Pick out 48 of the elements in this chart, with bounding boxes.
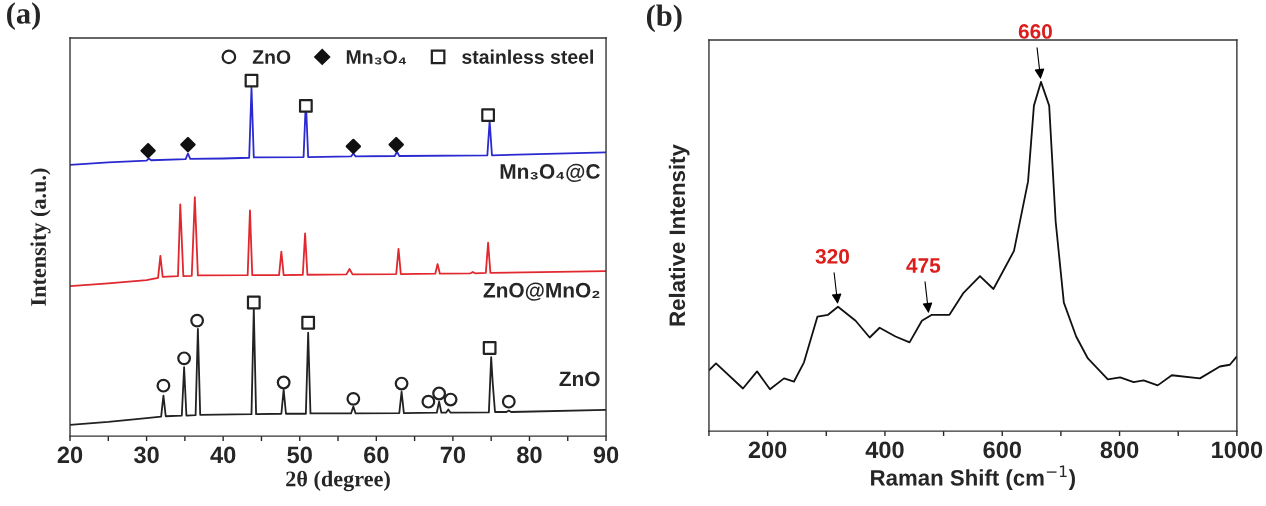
x-tick-label: 70 (440, 446, 466, 464)
x-tick-label: 80 (517, 446, 542, 464)
point (180, 136, 196, 153)
point (481, 108, 496, 123)
x-tick-label: 40 (210, 446, 236, 464)
point (301, 315, 316, 330)
point (156, 378, 171, 393)
series-label: Mn₃O₄@C (500, 163, 600, 182)
legend-label: stainless steel (462, 49, 593, 64)
point (244, 73, 259, 88)
point (177, 351, 192, 366)
annotation: 660 (1018, 24, 1052, 39)
point (345, 138, 362, 155)
point (501, 394, 516, 409)
x-tick-label: 90 (593, 446, 619, 464)
x-axis-title: Raman Shift (cm$^{−1}$) (871, 465, 1075, 491)
x-tick-label: 600 (983, 441, 1021, 459)
point (482, 341, 497, 355)
x-tick-label: 20 (57, 446, 83, 464)
x-axis-title: 2θ (degree) (286, 470, 390, 492)
point (388, 136, 404, 153)
point (346, 391, 361, 406)
x-tick-label: 50 (287, 446, 312, 464)
x-tick-label: 1000 (1212, 441, 1263, 459)
y-axis-title: Relative Intensity (668, 144, 690, 326)
point (443, 392, 458, 407)
point (394, 376, 409, 391)
chart-title: (a) (7, 2, 40, 30)
series-label: ZnO@MnO₂ (483, 282, 600, 301)
point (276, 375, 291, 390)
y-axis-title: Intensity (a.u.) (30, 168, 51, 306)
point (298, 98, 313, 113)
x-tick-label: 400 (865, 441, 904, 459)
x-tick-label: 60 (364, 446, 389, 464)
x-tick-label: 200 (748, 441, 787, 459)
chart-title: (b) (646, 4, 682, 33)
x-tick-label: 30 (134, 446, 159, 464)
series-label: ZnO (559, 371, 600, 387)
annotation: 320 (815, 249, 849, 264)
x-tick-label: 800 (1100, 441, 1139, 459)
annotation: 475 (906, 258, 941, 273)
legend-label: Mn₃O₄ (346, 50, 407, 65)
point (246, 295, 261, 310)
point (190, 313, 205, 328)
point (140, 142, 156, 159)
point (432, 386, 447, 401)
point (421, 394, 436, 409)
legend-label: ZnO (252, 50, 291, 64)
